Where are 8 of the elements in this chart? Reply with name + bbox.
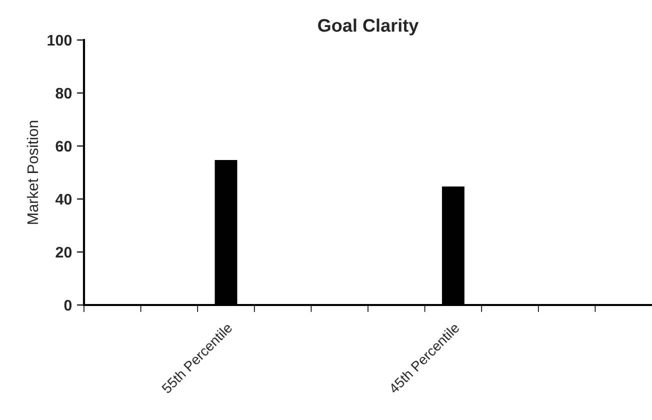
y-tick-label: 0 (64, 300, 72, 311)
y-tick-label: 80 (56, 88, 72, 99)
y-axis-title: Market Position (26, 120, 38, 224)
y-tick-label: 20 (56, 246, 72, 258)
y-tick-label: 40 (55, 194, 72, 205)
y-tick-label: 60 (56, 140, 72, 152)
chart-title: Goal Clarity (318, 18, 419, 36)
y-tick-label: 100 (48, 34, 72, 46)
